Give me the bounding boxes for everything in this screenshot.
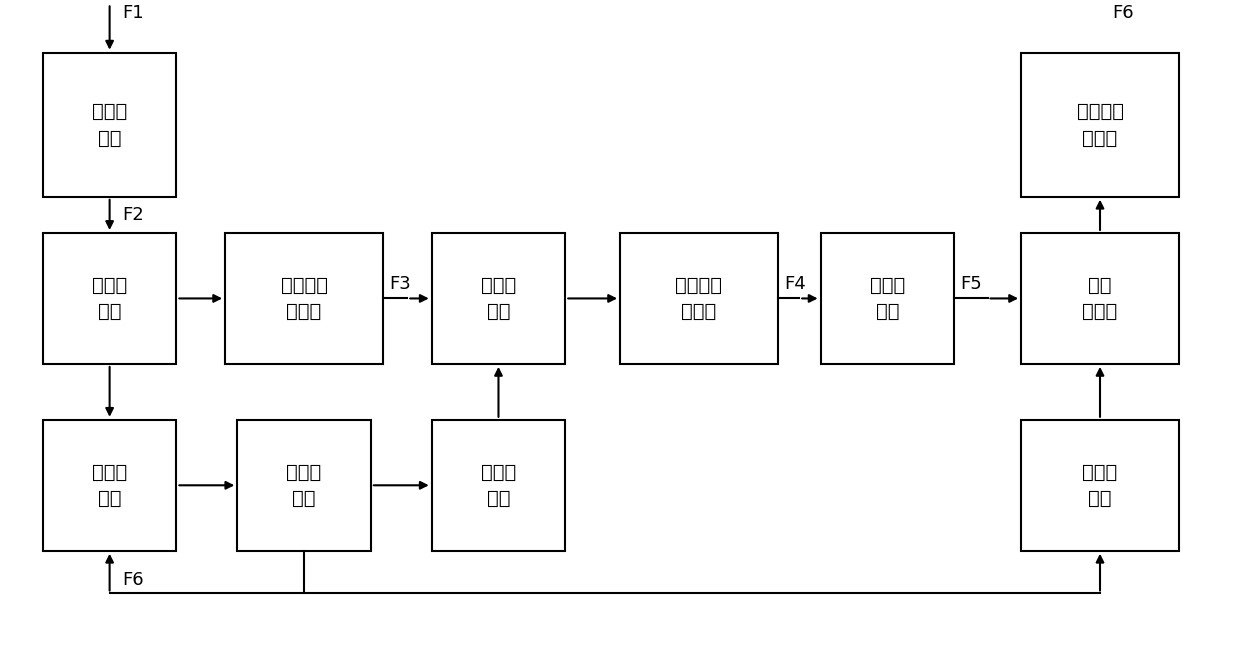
Text: F1: F1: [122, 4, 144, 22]
Text: 第一分
频器: 第一分 频器: [869, 276, 905, 321]
Bar: [821, 233, 954, 364]
Bar: [42, 53, 176, 197]
Text: 第三滤波
放大器: 第三滤波 放大器: [1076, 102, 1123, 147]
Text: F4: F4: [784, 275, 806, 293]
Bar: [1021, 419, 1179, 551]
Bar: [620, 233, 777, 364]
Bar: [432, 233, 565, 364]
Text: F5: F5: [960, 275, 982, 293]
Text: F3: F3: [389, 275, 410, 293]
Bar: [224, 233, 383, 364]
Text: 第一滤波
放大器: 第一滤波 放大器: [280, 276, 327, 321]
Text: F6: F6: [122, 571, 144, 589]
Bar: [1021, 53, 1179, 197]
Text: 第二滤波
放大器: 第二滤波 放大器: [676, 276, 723, 321]
Bar: [237, 419, 371, 551]
Bar: [42, 233, 176, 364]
Text: 第一功
分器: 第一功 分器: [92, 462, 128, 508]
Text: F6: F6: [1112, 4, 1133, 22]
Text: 第二倍
频器: 第二倍 频器: [481, 462, 516, 508]
Text: 第三
混频器: 第三 混频器: [1083, 276, 1117, 321]
Text: 第一混
频器: 第一混 频器: [92, 276, 128, 321]
Text: 第二功
分器: 第二功 分器: [286, 462, 321, 508]
Text: 第二混
频器: 第二混 频器: [481, 276, 516, 321]
Bar: [42, 419, 176, 551]
Text: 第一倍
频器: 第一倍 频器: [92, 102, 128, 147]
Text: F2: F2: [122, 206, 144, 224]
Bar: [432, 419, 565, 551]
Bar: [1021, 233, 1179, 364]
Text: 第二分
频器: 第二分 频器: [1083, 462, 1117, 508]
